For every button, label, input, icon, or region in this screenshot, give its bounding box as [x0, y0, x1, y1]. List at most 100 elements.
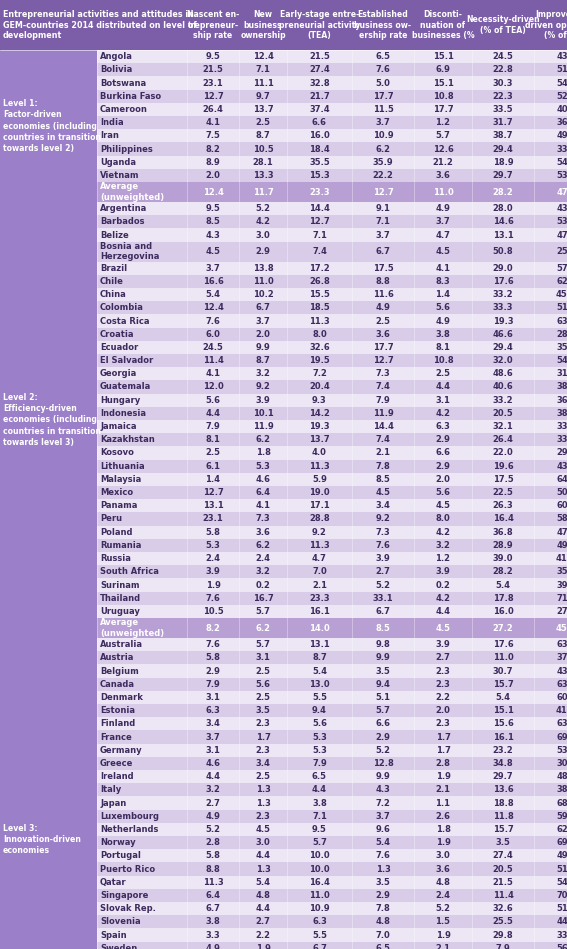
Bar	[472, 552, 534, 566]
Text: 46.6: 46.6	[493, 329, 514, 339]
Bar	[534, 704, 567, 717]
Text: 4.1: 4.1	[205, 369, 221, 379]
Bar	[187, 941, 239, 949]
Bar	[287, 288, 352, 301]
Text: 7.9: 7.9	[312, 759, 327, 768]
Text: 48.6: 48.6	[556, 772, 567, 781]
Text: Denmark: Denmark	[100, 693, 143, 702]
Text: 19.0: 19.0	[309, 488, 330, 497]
Text: Brazil: Brazil	[100, 264, 127, 272]
Bar	[97, 486, 187, 499]
Bar	[97, 664, 187, 678]
Bar	[287, 889, 352, 902]
Text: New
business
ownership: New business ownership	[240, 10, 286, 40]
Text: 16.7: 16.7	[253, 594, 273, 603]
Text: 32.6: 32.6	[309, 343, 330, 352]
Text: 17.2: 17.2	[309, 264, 330, 272]
Text: 2.0: 2.0	[435, 706, 450, 716]
Text: 26.3: 26.3	[493, 501, 513, 511]
Bar	[414, 229, 472, 242]
Text: 5.4: 5.4	[312, 666, 327, 676]
Text: 13.7: 13.7	[309, 436, 330, 444]
Bar	[534, 459, 567, 473]
Text: 2.9: 2.9	[435, 436, 450, 444]
Text: 4.4: 4.4	[256, 904, 270, 913]
Text: 4.1: 4.1	[435, 264, 451, 272]
Text: 3.5: 3.5	[496, 838, 510, 847]
Text: 50.0: 50.0	[556, 488, 567, 497]
Text: 14.4: 14.4	[373, 422, 393, 431]
Text: 20.5: 20.5	[493, 865, 513, 873]
Bar	[534, 50, 567, 64]
Bar	[187, 420, 239, 433]
Bar	[472, 731, 534, 744]
Bar	[187, 433, 239, 446]
Bar	[97, 731, 187, 744]
Bar	[287, 849, 352, 863]
Text: 2.6: 2.6	[435, 811, 451, 821]
Bar	[239, 275, 287, 288]
Bar	[187, 381, 239, 394]
Text: 2.1: 2.1	[435, 786, 451, 794]
Text: Russia: Russia	[100, 554, 131, 563]
Bar	[472, 836, 534, 849]
Text: 8.1: 8.1	[206, 436, 221, 444]
Bar	[187, 407, 239, 420]
Text: 21.7: 21.7	[309, 92, 330, 101]
Bar	[472, 229, 534, 242]
Text: 1.8: 1.8	[435, 825, 450, 834]
Bar	[414, 77, 472, 89]
Bar	[187, 731, 239, 744]
Text: 6.7: 6.7	[206, 904, 221, 913]
Bar	[97, 242, 187, 262]
Bar	[472, 941, 534, 949]
Text: 54.7: 54.7	[556, 79, 567, 87]
Bar	[534, 876, 567, 889]
Bar	[239, 102, 287, 116]
Text: 2.7: 2.7	[435, 653, 450, 662]
Bar	[239, 823, 287, 836]
Text: 12.6: 12.6	[433, 144, 454, 154]
Text: 41.2: 41.2	[556, 706, 567, 716]
Text: 8.2: 8.2	[206, 623, 221, 632]
Bar	[239, 182, 287, 202]
Bar	[97, 459, 187, 473]
Bar	[0, 202, 97, 638]
Bar	[414, 783, 472, 796]
Bar	[97, 314, 187, 327]
Bar	[287, 169, 352, 182]
Bar	[287, 367, 352, 381]
Bar	[187, 783, 239, 796]
Bar	[352, 796, 414, 809]
Bar	[187, 89, 239, 102]
Text: 2.3: 2.3	[435, 679, 450, 689]
Bar	[287, 664, 352, 678]
Text: 4.1: 4.1	[205, 118, 221, 127]
Text: 4.9: 4.9	[375, 304, 391, 312]
Bar	[239, 704, 287, 717]
Text: 6.7: 6.7	[375, 247, 391, 256]
Bar	[414, 578, 472, 591]
Text: 5.8: 5.8	[206, 851, 221, 861]
Bar	[472, 915, 534, 928]
Text: 54.5: 54.5	[556, 356, 567, 365]
Bar	[534, 407, 567, 420]
Bar	[287, 486, 352, 499]
Bar	[187, 367, 239, 381]
Bar	[534, 849, 567, 863]
Bar	[352, 129, 414, 142]
Bar	[472, 288, 534, 301]
Text: 11.0: 11.0	[253, 277, 273, 286]
Text: 8.7: 8.7	[256, 356, 270, 365]
Text: Improvement-
driven opportunity
(% of TEA): Improvement- driven opportunity (% of TE…	[525, 10, 567, 40]
Bar	[239, 539, 287, 552]
Text: 18.5: 18.5	[309, 304, 330, 312]
Text: 7.6: 7.6	[375, 851, 391, 861]
Text: Entrepreneurial activities and attitudes in
GEM-countries 2014 distributed on le: Entrepreneurial activities and attitudes…	[3, 9, 197, 40]
Text: 9.9: 9.9	[256, 343, 270, 352]
Bar	[534, 275, 567, 288]
Bar	[187, 202, 239, 215]
Text: 7.6: 7.6	[206, 317, 221, 326]
Text: 2.5: 2.5	[256, 693, 270, 702]
Text: 11.0: 11.0	[433, 188, 454, 196]
